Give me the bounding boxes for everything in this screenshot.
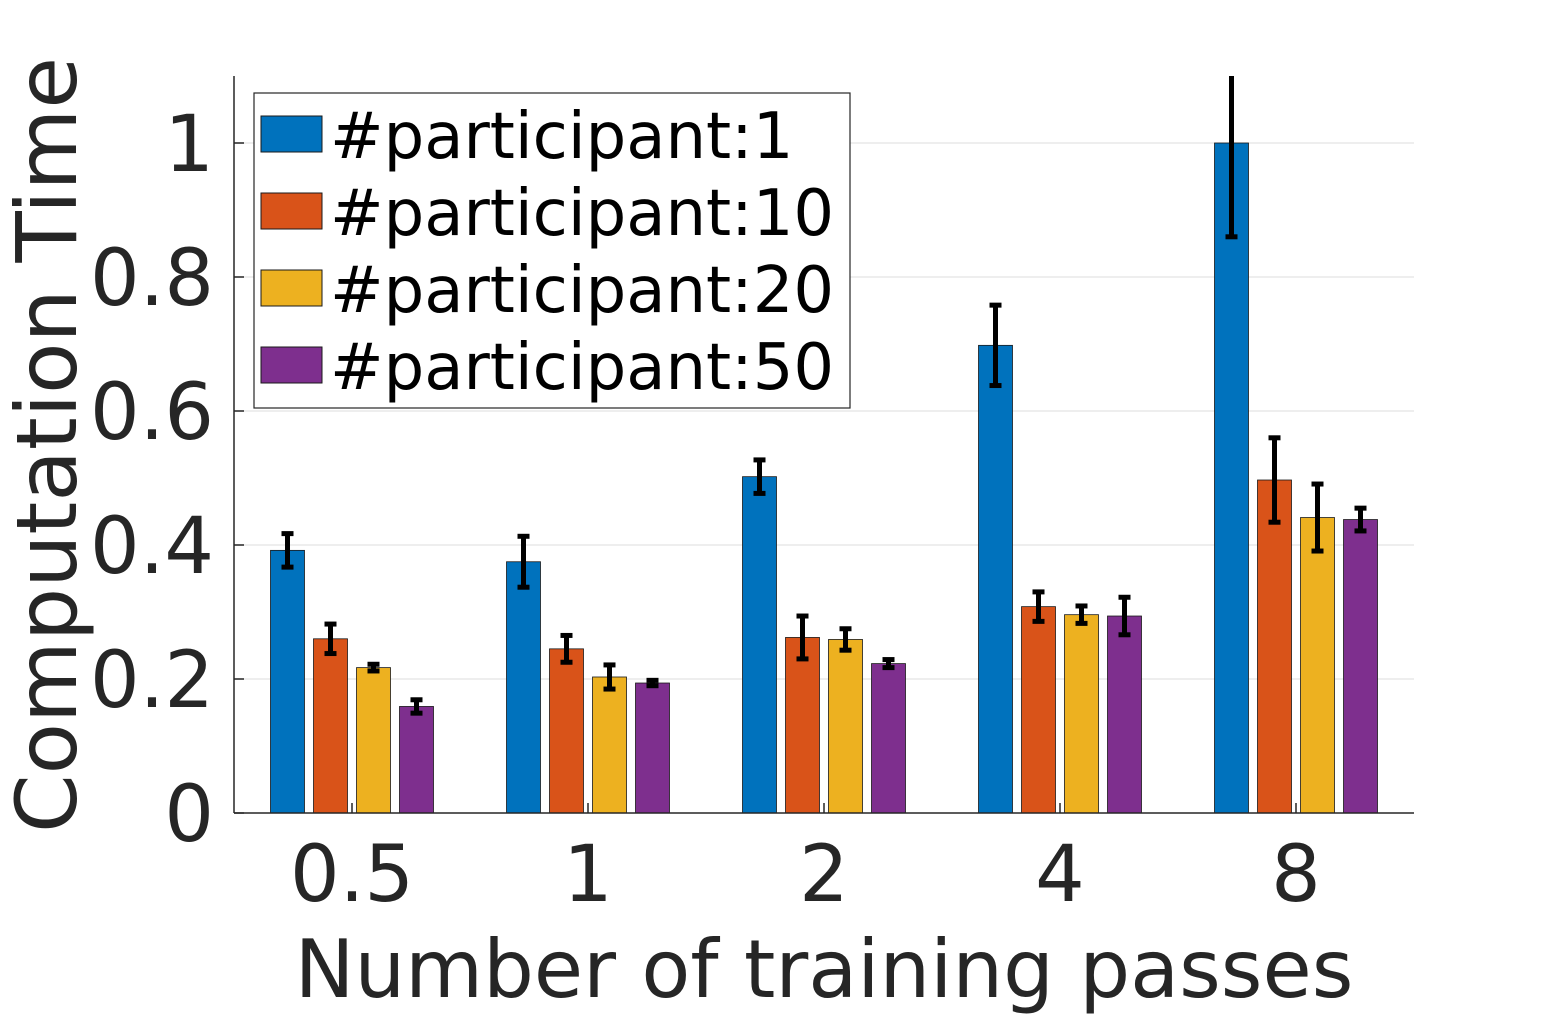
legend-label-1: #participant:10	[330, 177, 834, 251]
bar-1-4	[1257, 479, 1292, 814]
legend-swatch-1	[260, 192, 323, 230]
error-bar-2-1	[603, 662, 616, 692]
error-bar-2-3	[1075, 603, 1088, 626]
bar-3-3	[1107, 615, 1142, 814]
error-bar-3-3	[1118, 594, 1131, 638]
error-bar-1-3	[1032, 589, 1045, 624]
legend-box	[253, 92, 851, 409]
legend-label-3: #participant:50	[330, 331, 834, 405]
bar-0-0	[270, 549, 305, 814]
bar-1-2	[785, 637, 820, 814]
legend-swatch-0	[260, 115, 323, 153]
error-bar-2-0	[367, 661, 380, 674]
error-bar-3-2	[882, 657, 895, 671]
bar-2-2	[828, 639, 863, 814]
error-bar-0-4	[1225, 76, 1238, 240]
y-tick-label: 0.6	[90, 368, 214, 458]
legend-label-0: #participant:1	[330, 100, 793, 174]
bars	[270, 142, 1378, 814]
bar-1-3	[1021, 606, 1056, 814]
bar-2-4	[1300, 517, 1335, 814]
bar-1-1	[549, 648, 584, 814]
error-bar-1-4	[1268, 435, 1281, 525]
error-bar-1-1	[560, 632, 573, 665]
y-tick-label: 1	[164, 100, 214, 190]
y-tick-label: 0.2	[90, 636, 214, 726]
x-axis-label: Number of training passes	[295, 923, 1354, 1016]
error-bar-3-4	[1354, 505, 1367, 534]
x-tick-label: 2	[799, 830, 849, 920]
error-bar-1-0	[324, 621, 337, 657]
error-bar-3-0	[410, 697, 423, 716]
y-tick-labels: 0 0.2 0.4 0.6 0.8 1	[90, 100, 214, 860]
legend: #participant:1#participant:10#participan…	[253, 92, 851, 409]
bar-0-2	[742, 476, 777, 814]
legend-swatch-2	[260, 269, 323, 307]
y-tick-label: 0	[164, 770, 214, 860]
bar-0-3	[978, 344, 1013, 814]
error-bars	[281, 76, 1367, 716]
error-bar-0-3	[989, 302, 1002, 389]
bar-2-0	[356, 667, 391, 814]
bar-3-0	[399, 706, 434, 814]
error-bar-2-2	[839, 626, 852, 653]
y-tick-label: 0.8	[90, 234, 214, 324]
y-tick-label: 0.4	[90, 502, 214, 592]
legend-swatch-3	[260, 346, 323, 384]
error-bar-0-2	[753, 457, 766, 496]
error-bar-1-2	[796, 613, 809, 662]
bar-1-0	[313, 638, 348, 814]
error-bar-3-1	[646, 677, 659, 689]
x-tick-label: 8	[1271, 830, 1321, 920]
bar-2-1	[592, 676, 627, 814]
x-tick-label: 4	[1035, 830, 1085, 920]
bar-0-4	[1214, 142, 1249, 814]
x-tick-label: 1	[563, 830, 613, 920]
bar-3-2	[871, 663, 906, 814]
error-bar-0-1	[517, 533, 530, 590]
error-bar-0-0	[281, 531, 294, 570]
bar-3-4	[1343, 519, 1378, 814]
x-tick-labels: 0.5 1 2 4 8	[290, 830, 1321, 920]
bar-2-3	[1064, 614, 1099, 814]
bar-0-1	[506, 561, 541, 814]
axes	[233, 76, 1414, 814]
x-tick-label: 0.5	[290, 830, 414, 920]
legend-label-2: #participant:20	[330, 254, 834, 328]
error-bar-2-4	[1311, 481, 1324, 554]
y-axis-label: Computation Time	[0, 57, 96, 833]
bar-3-1	[635, 682, 670, 814]
